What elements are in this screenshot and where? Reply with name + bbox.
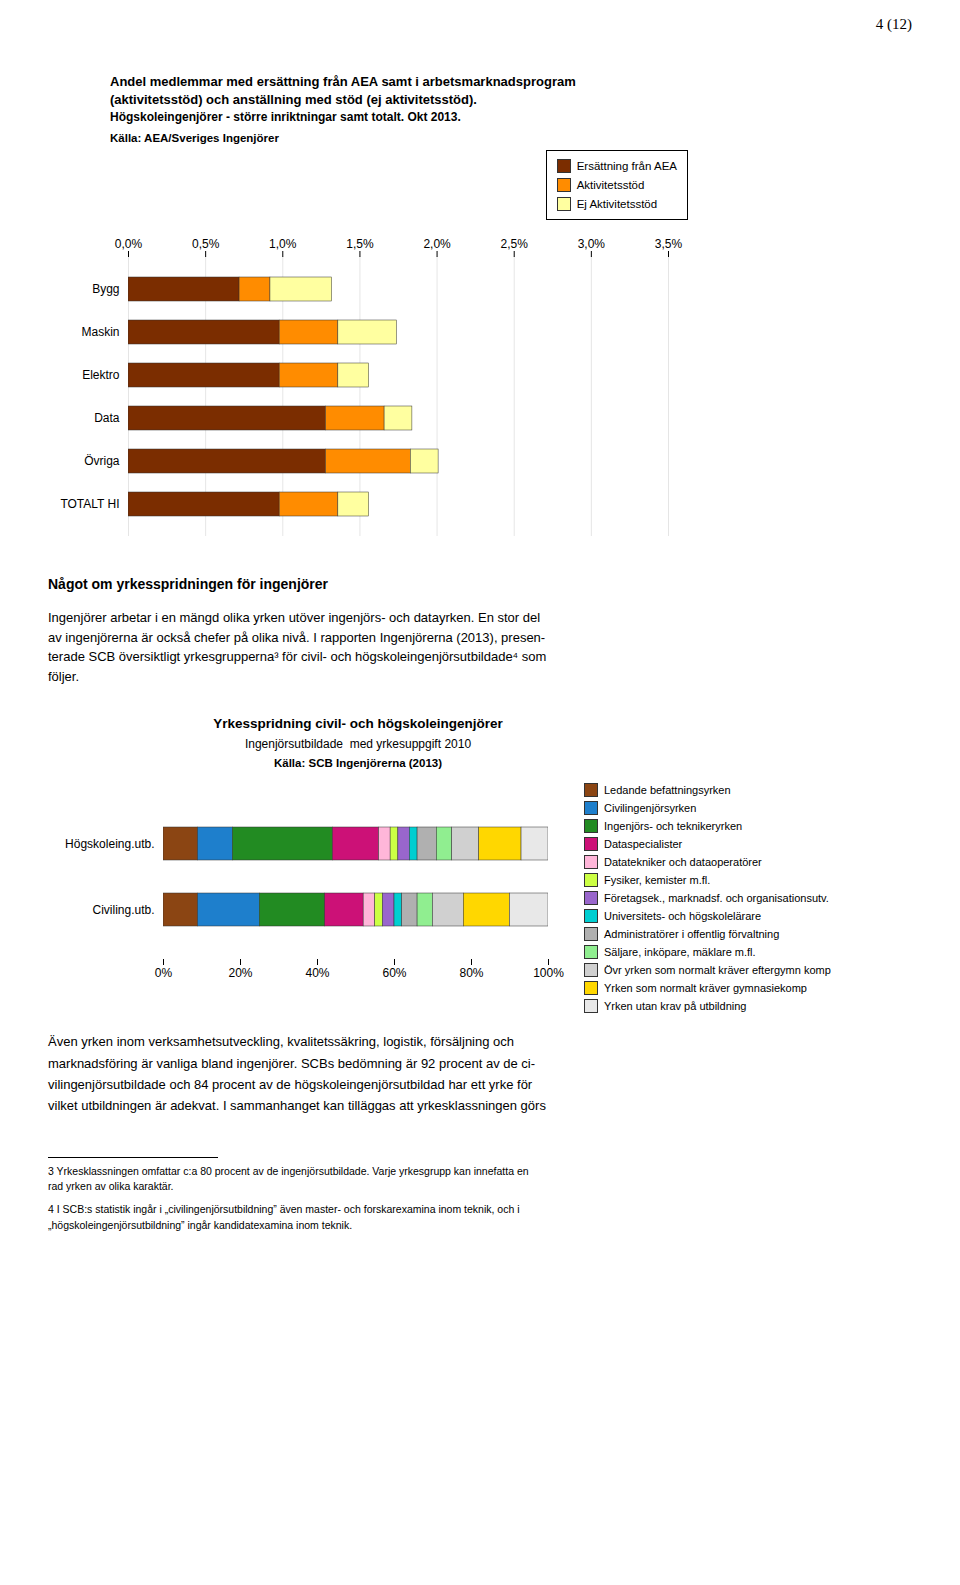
html-text:vilket utbildningen är adekvat: vilket utbildningen är adekvat. I samman… [48,1098,546,1114]
html-text:Yrken utan krav på utbildning: Yrken utan krav på utbildning [604,1000,747,1013]
svg-text:1,0%: 1,0% [269,237,297,251]
html-text:Aktivitetsstöd: Aktivitetsstöd [576,179,645,192]
html-text:Andel medlemmar med ersättning: Andel medlemmar med ersättning från AEA … [110,74,576,108]
svg-text:Bygg: Bygg [92,283,119,297]
svg-text:0%: 0% [155,966,173,980]
html-text:Ingenjörsutbildade med yrkesup: Ingenjörsutbildade med yrkesuppgift 2010 [244,737,472,752]
html-text:Datatekniker och dataoperatöre: Datatekniker och dataoperatörer [604,856,762,869]
html-text:4 (12): 4 (12) [875,16,912,32]
html-text:Universitets- och högskolelära: Universitets- och högskolelärare [604,910,762,923]
svg-text:2,0%: 2,0% [423,237,451,251]
svg-text:1,5%: 1,5% [346,237,374,251]
svg-text:100%: 100% [533,966,564,980]
svg-text:Övriga: Övriga [84,455,120,469]
html-text:Administratörer i offentlig fö: Administratörer i offentlig förvaltning [604,928,780,941]
svg-text:0,5%: 0,5% [192,237,220,251]
html-text:Säljare, inköpare, mäklare m.f: Säljare, inköpare, mäklare m.fl. [604,946,756,959]
html-text:marknadsföring är vanliga blan: marknadsföring är vanliga bland ingenjör… [48,1055,536,1071]
svg-text:40%: 40% [305,966,329,980]
html-text:vilingenjörsutbildade och 84 p: vilingenjörsutbildade och 84 procent av … [48,1077,533,1092]
html-text:Ersättning från AEA: Ersättning från AEA [576,160,677,173]
html-text:Yrkesspridning civil- och högs: Yrkesspridning civil- och högskoleingenj… [213,716,503,732]
svg-text:20%: 20% [228,966,252,980]
html-text:Ingenjörs- och teknikeryrken: Ingenjörs- och teknikeryrken [604,820,743,833]
svg-text:60%: 60% [382,966,406,980]
html-text:rad yrken av olika karaktär.: rad yrken av olika karaktär. [48,1180,174,1193]
html-text:3 Yrkesklassningen omfattar c:: 3 Yrkesklassningen omfattar c:a 80 proce… [48,1164,529,1177]
html-text:Företagsek., marknadsf. och or: Företagsek., marknadsf. och organisation… [604,892,829,905]
html-text:Ledande befattningsyrken: Ledande befattningsyrken [604,784,731,797]
svg-text:0,0%: 0,0% [115,237,143,251]
svg-text:Civiling.utb.: Civiling.utb. [92,903,154,917]
html-text:Källa: SCB Ingenjörerna (2013): Källa: SCB Ingenjörerna (2013) [274,757,442,770]
html-text:Källa: AEA/Sveriges Ingenjörer: Källa: AEA/Sveriges Ingenjörer [110,132,279,145]
html-text:Dataspecialister: Dataspecialister [604,838,683,851]
html-text:Något om yrkesspridningen för: Något om yrkesspridningen för ingenjörer [48,576,328,593]
html-text:Civilingenjörsyrken: Civilingenjörsyrken [604,802,697,815]
html-text:Ingenjörer arbetar i en mängd: Ingenjörer arbetar i en mängd olika yrke… [48,610,547,684]
html-text:„högskoleingenjörsutbildning”: „högskoleingenjörsutbildning” ingår kand… [48,1218,353,1231]
html-text:Ej Aktivitetsstöd: Ej Aktivitetsstöd [576,198,658,211]
html-text:Yrken som normalt kräver gymna: Yrken som normalt kräver gymnasiekomp [604,982,807,995]
svg-text:80%: 80% [459,966,483,980]
html-text:Högskoleingenjörer - större in: Högskoleingenjörer - större inriktningar… [110,110,461,125]
html-text:Övr yrken som normalt kräver e: Övr yrken som normalt kräver eftergymn k… [604,964,831,977]
svg-text:Maskin: Maskin [81,326,119,340]
svg-text:Högskoleing.utb.: Högskoleing.utb. [65,837,154,851]
html-text:Även yrken inom verksamhetsutv: Även yrken inom verksamhetsutveckling, k… [48,1034,514,1050]
svg-text:TOTALT HI: TOTALT HI [60,498,119,512]
html-text:4 I SCB:s statistik ingår i „c: 4 I SCB:s statistik ingår i „civilingenj… [48,1203,520,1216]
svg-text:3,0%: 3,0% [578,237,606,251]
svg-text:Data: Data [94,412,120,426]
svg-text:2,5%: 2,5% [501,237,529,251]
svg-text:3,5%: 3,5% [655,237,683,251]
html-text:Fysiker, kemister m.fl.: Fysiker, kemister m.fl. [604,874,711,887]
svg-text:Elektro: Elektro [82,369,120,383]
